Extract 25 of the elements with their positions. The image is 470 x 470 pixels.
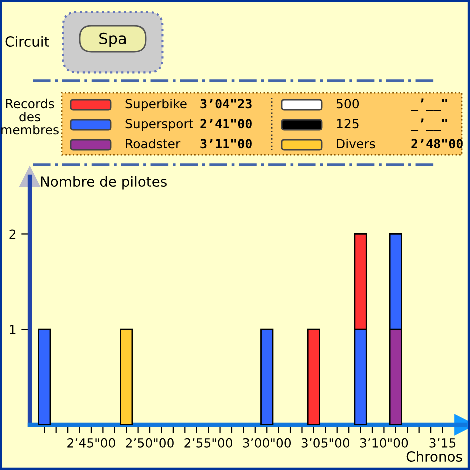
text: _’__" bbox=[411, 98, 448, 112]
text: 2’41"00 bbox=[200, 118, 252, 129]
y-tick-label: 1 bbox=[10, 325, 16, 334]
text: _’__" bbox=[411, 118, 448, 132]
legend-label: Superbike bbox=[126, 98, 187, 112]
legend-label: 500 bbox=[336, 99, 360, 109]
legend-label: Roadster bbox=[126, 138, 181, 149]
x-axis-title: Chronos bbox=[406, 451, 462, 462]
x-tick-label: 3’05"00 bbox=[302, 438, 350, 448]
y-axis-title: Nombre de pilotes bbox=[41, 176, 167, 190]
y-tick-label: 2 bbox=[10, 230, 16, 239]
x-tick-label: 3’15 bbox=[430, 438, 456, 448]
x-tick-label: 2’50"00 bbox=[126, 438, 174, 448]
text: 3’04"23 bbox=[200, 98, 252, 109]
text: 2’48"00 bbox=[412, 138, 463, 149]
legend-label: Supersport bbox=[126, 119, 194, 132]
legend-label: 125 bbox=[337, 119, 359, 129]
x-tick-label: 3’10"00 bbox=[360, 438, 408, 448]
legend-label: Divers bbox=[337, 138, 376, 149]
x-tick-label: 2’55"00 bbox=[184, 438, 232, 448]
x-tick-label: 2’45"00 bbox=[68, 438, 116, 448]
text: Spa bbox=[100, 32, 126, 48]
text: 3’11"00 bbox=[200, 138, 252, 149]
text: Circuit bbox=[6, 36, 50, 48]
x-tick-label: 3’00"00 bbox=[243, 438, 292, 448]
